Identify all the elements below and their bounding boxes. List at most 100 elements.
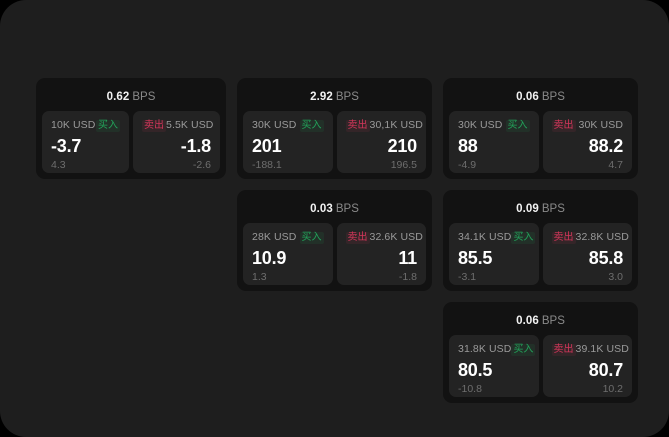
buy-tag[interactable]: 买入: [299, 231, 324, 244]
spread-card[interactable]: 0.09 BPS 34.1K USD 买入 85.5 -3.1 卖出 32.8K USD 85.…: [443, 190, 638, 291]
bid-price: 201: [252, 136, 282, 156]
card-bps-header: 0.06 BPS: [449, 84, 632, 111]
ask-price: 11: [398, 248, 417, 268]
ask-delta: 10.2: [602, 383, 623, 395]
ask-price: -1.8: [180, 136, 211, 156]
bid-delta: -3.1: [458, 271, 477, 283]
sell-tag[interactable]: 卖出: [551, 119, 576, 132]
card-panels: 30K USD 买入 88 -4.9 卖出 30K USD 88.2 4.7: [449, 111, 632, 173]
column-left: 0.62 BPS 10K USD 买入 -3.7 4.3 卖出 5.5K USD -1.8 -2.…: [36, 78, 226, 179]
bid-panel[interactable]: 31.8K USD 买入 80.5 -10.8: [449, 335, 539, 397]
bid-price: -3.7: [51, 136, 82, 156]
bps-value: 2.92: [310, 91, 333, 103]
bps-unit-label: BPS: [335, 91, 359, 103]
bid-size-label: 30K USD: [252, 119, 297, 131]
panel-header-row: 卖出 30K USD: [551, 119, 624, 132]
card-panels: 10K USD 买入 -3.7 4.3 卖出 5.5K USD -1.8 -2.6: [42, 111, 220, 173]
panel-header-row: 30K USD 买入: [458, 119, 530, 132]
bid-price: 88: [458, 136, 478, 156]
card-panels: 28K USD 买入 10.9 1.3 卖出 32.6K USD 11 -1.8: [243, 223, 426, 285]
ask-price: 210: [387, 136, 418, 156]
panel-header-row: 34.1K USD 买入: [458, 231, 536, 244]
spread-card[interactable]: 0.62 BPS 10K USD 买入 -3.7 4.3 卖出 5.5K USD -1.8 -2.…: [36, 78, 226, 179]
ask-price: 88.2: [588, 136, 623, 156]
bid-size-label: 10K USD: [51, 119, 96, 131]
panel-header-row: 卖出 32.8K USD: [551, 231, 629, 244]
bps-value: 0.09: [516, 203, 539, 215]
ask-price: 85.8: [588, 248, 623, 268]
panel-header-row: 卖出 30,1K USD: [345, 119, 423, 132]
bid-size-label: 31.8K USD: [458, 343, 512, 355]
ask-size-label: 30,1K USD: [369, 119, 423, 131]
ask-panel[interactable]: 卖出 30,1K USD 210 196.5: [336, 111, 426, 173]
ask-size-label: 39.1K USD: [575, 343, 629, 355]
bid-delta: -4.9: [458, 159, 477, 171]
bid-panel[interactable]: 10K USD 买入 -3.7 4.3: [42, 111, 129, 173]
bps-value: 0.06: [516, 315, 539, 327]
bps-unit-label: BPS: [132, 91, 156, 103]
bid-delta: 1.3: [252, 271, 267, 283]
spread-card[interactable]: 0.06 BPS 31.8K USD 买入 80.5 -10.8 卖出 39.1K USD 80…: [443, 302, 638, 403]
buy-tag[interactable]: 买入: [511, 231, 536, 244]
sell-tag[interactable]: 卖出: [345, 231, 370, 244]
spread-card[interactable]: 0.03 BPS 28K USD 买入 10.9 1.3 卖出 32.6K USD 11 -1.8: [237, 190, 432, 291]
panel-header-row: 28K USD 买入: [252, 231, 324, 244]
ask-delta: -1.8: [398, 271, 417, 283]
panel-header-row: 卖出 39.1K USD: [551, 343, 629, 356]
buy-tag[interactable]: 买入: [511, 343, 536, 356]
sell-tag[interactable]: 卖出: [551, 343, 576, 356]
bps-value: 0.03: [310, 203, 333, 215]
buy-tag[interactable]: 买入: [505, 119, 530, 132]
ask-panel[interactable]: 卖出 39.1K USD 80.7 10.2: [542, 335, 632, 397]
bid-delta: -10.8: [458, 383, 482, 395]
ask-price: 80.7: [588, 360, 623, 380]
bps-unit-label: BPS: [335, 203, 359, 215]
spread-card[interactable]: 2.92 BPS 30K USD 买入 201 -188.1 卖出 30,1K USD 210 1…: [237, 78, 432, 179]
bid-delta: -188.1: [252, 159, 282, 171]
bid-size-label: 28K USD: [252, 231, 297, 243]
column-right: 0.06 BPS 30K USD 买入 88 -4.9 卖出 30K USD 88.2 4.7 0.…: [443, 78, 638, 403]
ask-panel[interactable]: 卖出 32.6K USD 11 -1.8: [336, 223, 426, 285]
panel-header-row: 30K USD 买入: [252, 119, 324, 132]
bid-delta: 4.3: [51, 159, 66, 171]
card-bps-header: 0.09 BPS: [449, 196, 632, 223]
panel-header-row: 10K USD 买入: [51, 119, 120, 132]
buy-tag[interactable]: 买入: [299, 119, 324, 132]
bid-panel[interactable]: 30K USD 买入 201 -188.1: [243, 111, 333, 173]
bid-price: 85.5: [458, 248, 493, 268]
panel-header-row: 31.8K USD 买入: [458, 343, 536, 356]
bps-unit-label: BPS: [541, 91, 565, 103]
bid-price: 80.5: [458, 360, 493, 380]
card-bps-header: 2.92 BPS: [243, 84, 426, 111]
sell-tag[interactable]: 卖出: [551, 231, 576, 244]
ask-delta: 4.7: [608, 159, 623, 171]
sell-tag[interactable]: 卖出: [142, 119, 166, 132]
card-bps-header: 0.03 BPS: [243, 196, 426, 223]
sell-tag[interactable]: 卖出: [345, 119, 370, 132]
ask-delta: -2.6: [192, 159, 211, 171]
bps-unit-label: BPS: [541, 315, 565, 327]
panel-header-row: 卖出 5.5K USD: [142, 119, 214, 132]
bid-panel[interactable]: 30K USD 买入 88 -4.9: [449, 111, 539, 173]
ask-panel[interactable]: 卖出 5.5K USD -1.8 -2.6: [133, 111, 220, 173]
ask-delta: 3.0: [608, 271, 623, 283]
panel-header-row: 卖出 32.6K USD: [345, 231, 423, 244]
card-panels: 34.1K USD 买入 85.5 -3.1 卖出 32.8K USD 85.8 3.0: [449, 223, 632, 285]
bps-value: 0.06: [516, 91, 539, 103]
ask-size-label: 5.5K USD: [166, 119, 214, 131]
buy-tag[interactable]: 买入: [96, 119, 120, 132]
ask-size-label: 32.8K USD: [575, 231, 629, 243]
card-panels: 30K USD 买入 201 -188.1 卖出 30,1K USD 210 196.5: [243, 111, 426, 173]
ask-panel[interactable]: 卖出 32.8K USD 85.8 3.0: [542, 223, 632, 285]
bps-value: 0.62: [106, 91, 130, 103]
bid-panel[interactable]: 34.1K USD 买入 85.5 -3.1: [449, 223, 539, 285]
bid-panel[interactable]: 28K USD 买入 10.9 1.3: [243, 223, 333, 285]
spread-card[interactable]: 0.06 BPS 30K USD 买入 88 -4.9 卖出 30K USD 88.2 4.7: [443, 78, 638, 179]
bid-price: 10.9: [252, 248, 287, 268]
bid-size-label: 30K USD: [458, 119, 503, 131]
ask-size-label: 30K USD: [578, 119, 623, 131]
spread-card-board: 0.62 BPS 10K USD 买入 -3.7 4.3 卖出 5.5K USD -1.8 -2.…: [36, 78, 638, 403]
bps-unit-label: BPS: [541, 203, 565, 215]
ask-panel[interactable]: 卖出 30K USD 88.2 4.7: [542, 111, 632, 173]
